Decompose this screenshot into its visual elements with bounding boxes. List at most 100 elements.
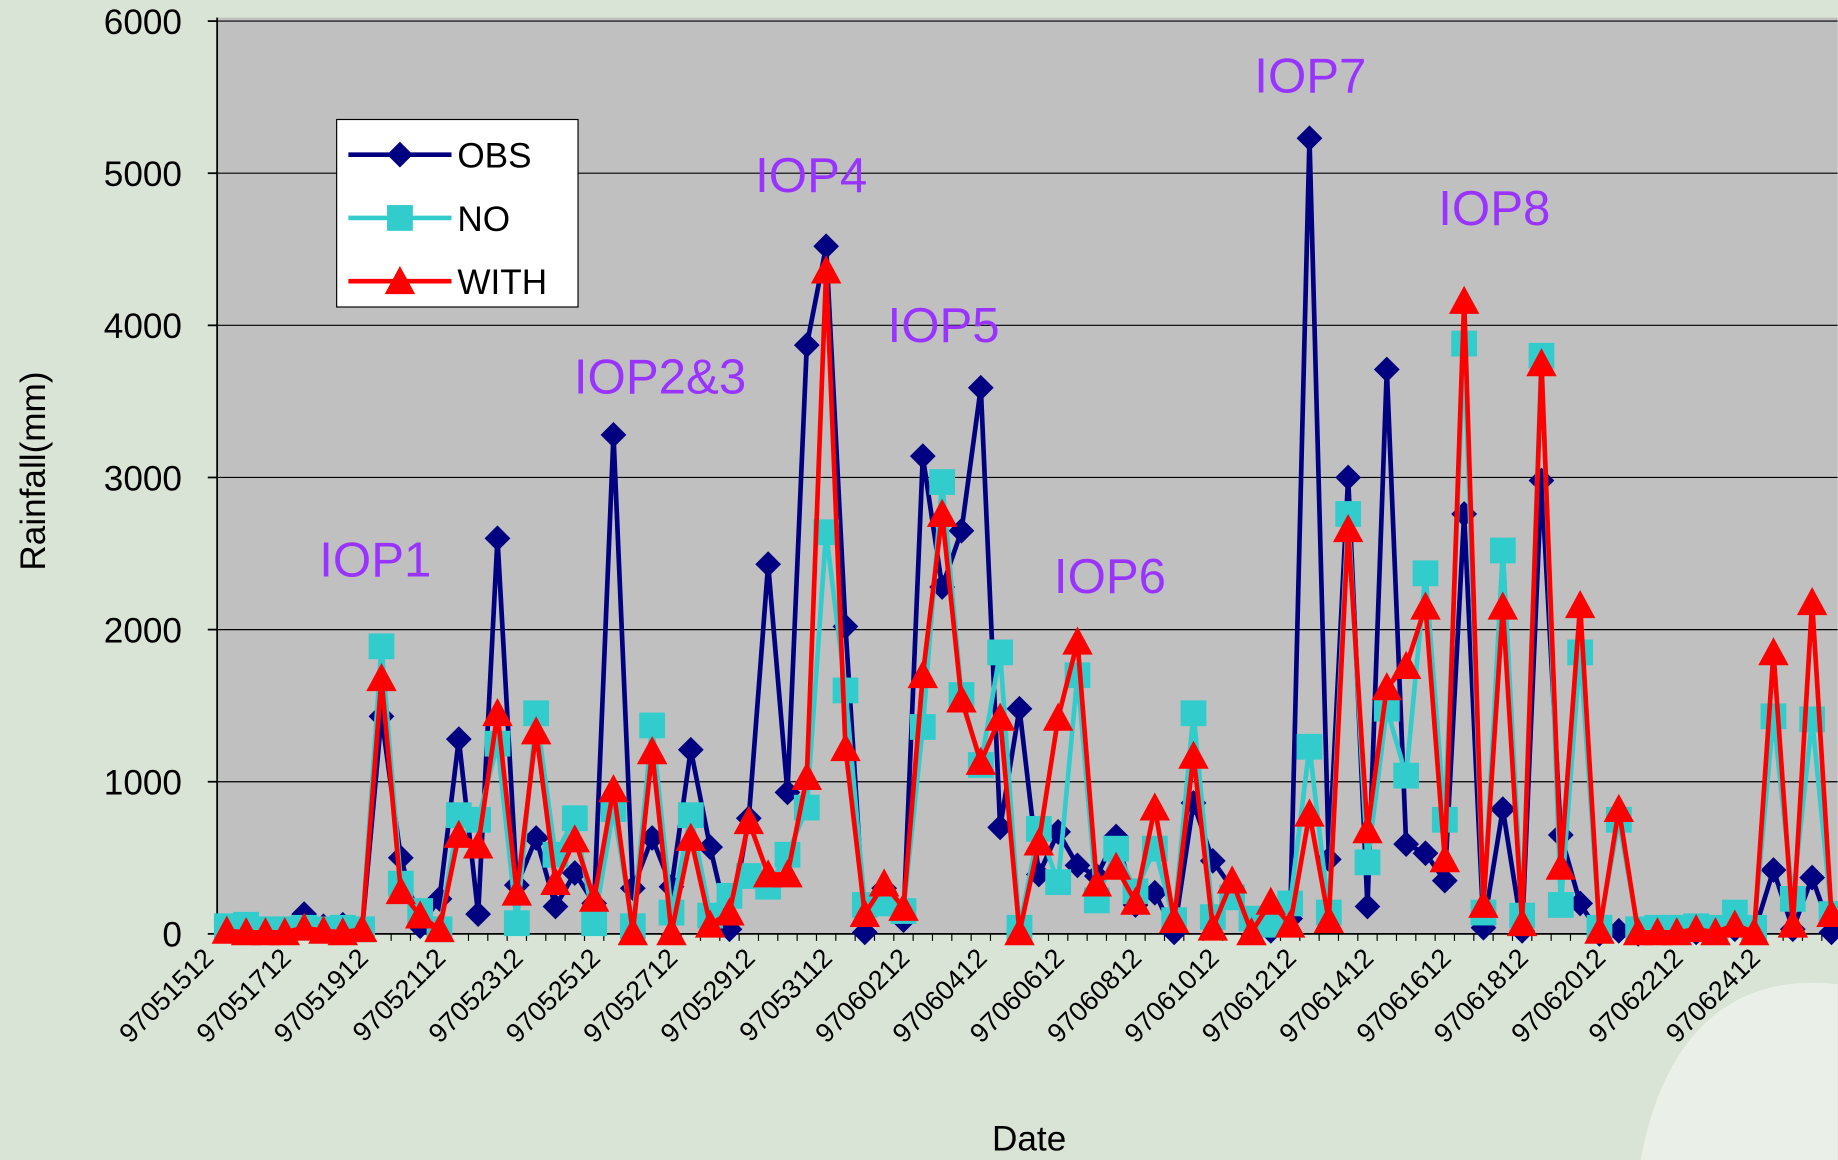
marker-no bbox=[1045, 869, 1072, 896]
marker-with bbox=[1448, 285, 1480, 314]
annotation: IOP6 bbox=[1054, 549, 1166, 604]
marker-with bbox=[1758, 637, 1789, 666]
marker-with bbox=[1816, 898, 1838, 927]
marker-obs bbox=[677, 736, 704, 763]
marker-obs bbox=[445, 726, 472, 753]
marker-with bbox=[211, 915, 243, 944]
marker-no bbox=[368, 633, 395, 660]
marker-with bbox=[1352, 815, 1383, 844]
marker-obs bbox=[1799, 864, 1826, 891]
marker-with bbox=[810, 255, 842, 284]
decoration bbox=[1640, 982, 1838, 1160]
legend-label: WITH bbox=[457, 263, 547, 302]
marker-obs bbox=[987, 814, 1014, 841]
y-tick-label: 2000 bbox=[104, 611, 182, 650]
marker-with bbox=[984, 702, 1016, 731]
marker-with bbox=[1062, 626, 1093, 655]
marker-with bbox=[1719, 909, 1751, 938]
marker-no bbox=[465, 806, 492, 833]
marker-obs bbox=[755, 551, 782, 578]
y-tick-label: 1000 bbox=[104, 764, 182, 803]
marker-no bbox=[1412, 560, 1439, 587]
marker-with bbox=[540, 866, 571, 896]
marker-with bbox=[1294, 798, 1325, 827]
legend: OBS NO WITH bbox=[336, 118, 579, 308]
annotation: IOP8 bbox=[1438, 181, 1550, 236]
marker-with bbox=[1120, 886, 1151, 915]
marker-with bbox=[1468, 889, 1499, 918]
marker-with bbox=[1042, 702, 1074, 731]
legend-label: OBS bbox=[457, 137, 531, 176]
marker-obs bbox=[813, 233, 840, 260]
marker-with bbox=[888, 892, 919, 921]
y-tick-label: 3000 bbox=[104, 459, 182, 498]
x-axis-label: Date bbox=[992, 1120, 1066, 1159]
marker-with bbox=[1603, 793, 1635, 823]
marker-no bbox=[581, 910, 608, 937]
marker-obs bbox=[1760, 857, 1787, 883]
marker-with bbox=[346, 914, 378, 943]
marker-with bbox=[1584, 915, 1615, 944]
marker-obs bbox=[1296, 125, 1323, 152]
marker-with bbox=[849, 898, 881, 927]
marker-obs bbox=[1412, 840, 1439, 867]
marker-with bbox=[1081, 868, 1113, 897]
marker-with bbox=[1313, 904, 1345, 934]
legend-box bbox=[336, 118, 579, 308]
marker-no bbox=[1354, 849, 1381, 876]
marker-with bbox=[1371, 672, 1403, 701]
marker-with bbox=[559, 824, 591, 853]
annotation: IOP4 bbox=[755, 148, 867, 203]
marker-obs bbox=[542, 893, 569, 920]
annotation: IOP5 bbox=[888, 298, 1000, 353]
marker-with bbox=[1158, 904, 1190, 934]
marker-with bbox=[1410, 591, 1441, 620]
marker-with bbox=[675, 822, 707, 851]
annotation: IOP7 bbox=[1254, 49, 1366, 104]
marker-with bbox=[1004, 917, 1035, 946]
marker-no bbox=[1296, 733, 1323, 760]
marker-with bbox=[384, 265, 416, 295]
marker-with bbox=[1139, 792, 1171, 821]
marker-with bbox=[1332, 513, 1364, 543]
marker-obs bbox=[1431, 867, 1458, 894]
marker-obs bbox=[1393, 831, 1420, 857]
marker-with bbox=[250, 917, 281, 946]
marker-no bbox=[929, 469, 956, 495]
annotation: IOP1 bbox=[319, 532, 431, 587]
marker-with bbox=[385, 876, 417, 905]
marker-obs bbox=[967, 374, 994, 401]
marker-with bbox=[443, 819, 475, 848]
marker-with bbox=[946, 684, 977, 713]
marker-with bbox=[1390, 650, 1422, 680]
marker-with bbox=[1526, 348, 1557, 377]
series-line bbox=[226, 268, 1834, 935]
marker-with bbox=[230, 917, 262, 946]
marker-no bbox=[387, 205, 413, 231]
marker-with bbox=[1487, 591, 1519, 620]
marker-with bbox=[907, 660, 939, 689]
marker-with bbox=[1642, 917, 1673, 946]
marker-with bbox=[868, 868, 900, 897]
marker-no bbox=[1760, 703, 1787, 730]
marker-obs bbox=[1373, 356, 1400, 383]
legend-label: NO bbox=[457, 200, 510, 239]
marker-obs bbox=[465, 901, 492, 927]
marker-no bbox=[503, 910, 530, 937]
marker-with bbox=[1429, 844, 1461, 873]
y-tick-label: 0 bbox=[162, 916, 182, 955]
marker-with bbox=[772, 859, 803, 888]
marker-no bbox=[987, 639, 1014, 666]
marker-with bbox=[752, 859, 784, 888]
marker-obs bbox=[600, 421, 627, 448]
marker-obs bbox=[909, 443, 936, 470]
marker-with bbox=[578, 883, 610, 912]
marker-no bbox=[639, 712, 666, 739]
marker-with bbox=[733, 806, 765, 835]
marker-with bbox=[598, 774, 629, 803]
y-tick-label: 4000 bbox=[104, 307, 182, 346]
marker-with bbox=[482, 698, 513, 727]
marker-with bbox=[965, 746, 997, 775]
marker-obs bbox=[523, 825, 550, 851]
